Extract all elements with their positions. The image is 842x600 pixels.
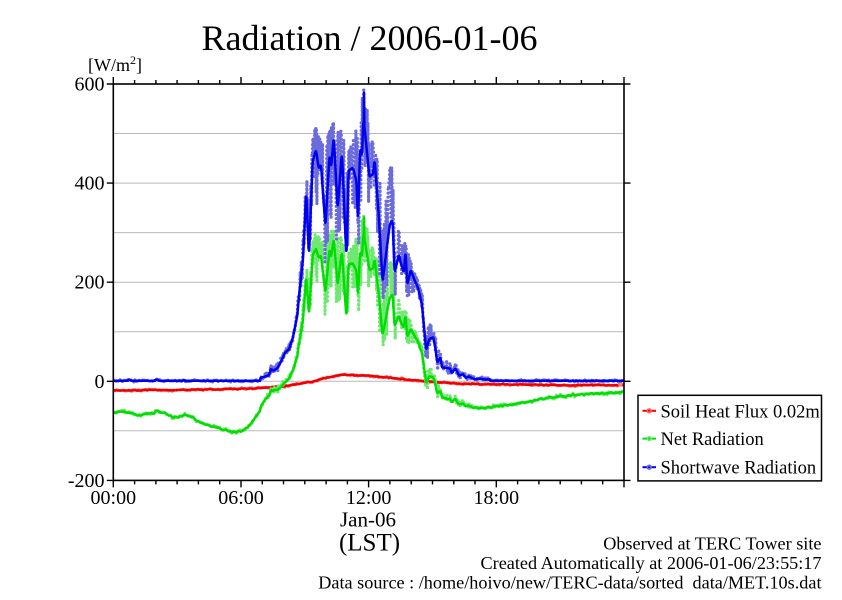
svg-text:Radiation / 2006-01-06: Radiation / 2006-01-06 <box>202 18 538 58</box>
svg-text:600: 600 <box>75 74 105 96</box>
svg-text:Observed at TERC Tower site: Observed at TERC Tower site <box>603 534 821 554</box>
svg-text:-200: -200 <box>68 470 105 492</box>
svg-text:(LST): (LST) <box>339 530 400 557</box>
svg-text:Net Radiation: Net Radiation <box>661 430 764 450</box>
svg-text:06:00: 06:00 <box>218 487 264 509</box>
svg-text:200: 200 <box>75 272 105 294</box>
svg-text:Created Automatically at 2006-: Created Automatically at 2006-01-06/23:5… <box>481 553 822 573</box>
svg-text:[W/m2]: [W/m2] <box>88 53 142 75</box>
svg-text:400: 400 <box>75 173 105 195</box>
svg-text:Jan-06: Jan-06 <box>340 508 396 532</box>
svg-text:Shortwave Radiation: Shortwave Radiation <box>661 459 817 479</box>
svg-text:00:00: 00:00 <box>91 487 137 509</box>
svg-text:Soil Heat Flux 0.02m: Soil Heat Flux 0.02m <box>661 402 821 422</box>
svg-text:18:00: 18:00 <box>474 487 520 509</box>
svg-text:Data source : /home/hoivo/new/: Data source : /home/hoivo/new/TERC-data/… <box>318 572 821 592</box>
svg-text:12:00: 12:00 <box>346 487 392 509</box>
svg-text:0: 0 <box>95 371 105 393</box>
